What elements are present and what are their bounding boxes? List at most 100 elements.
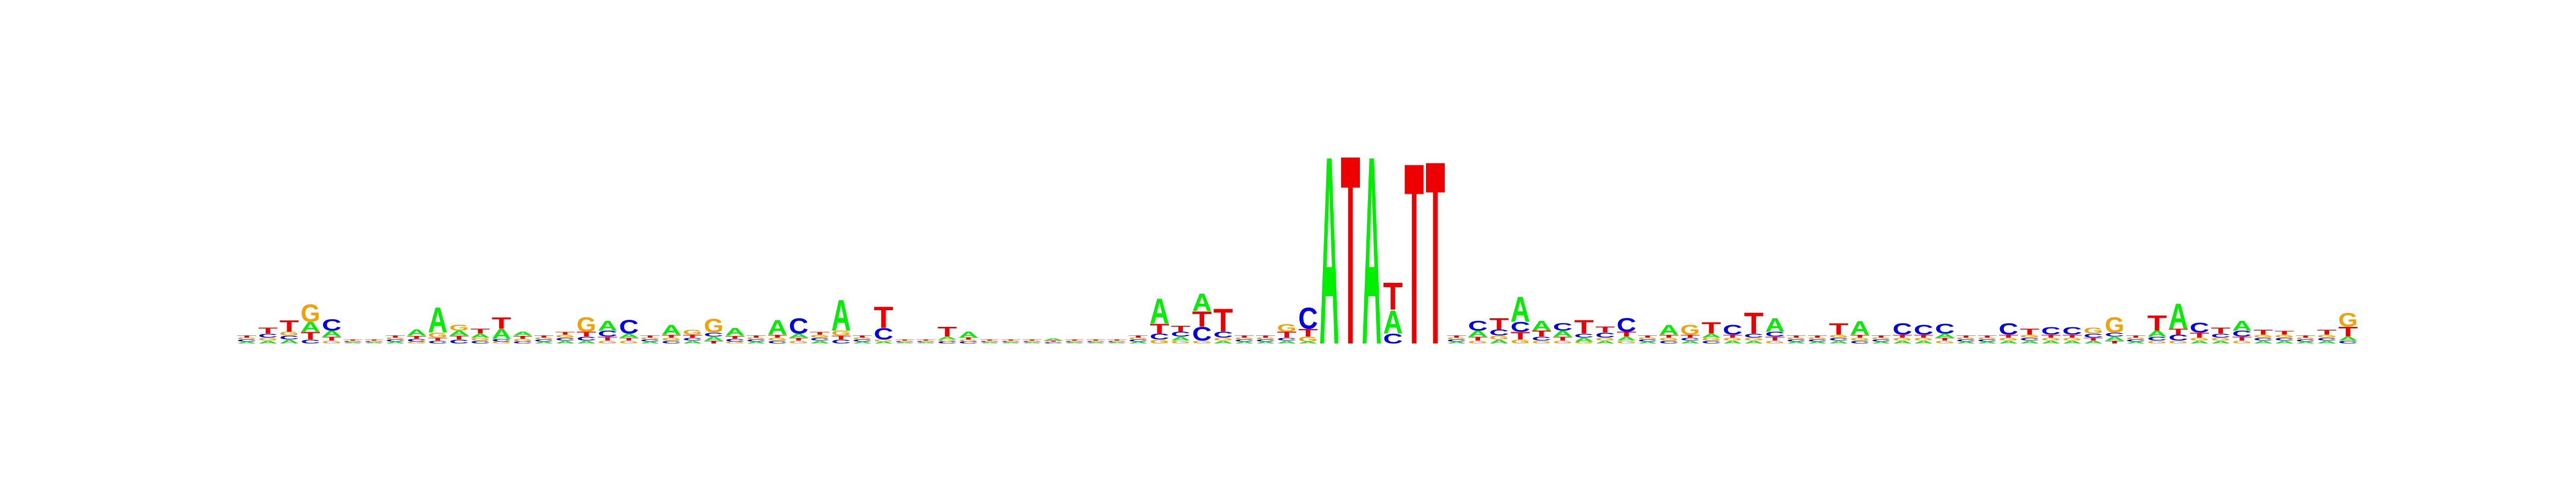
logo-letter-A-pos-18: A <box>598 319 618 334</box>
logo-letter-A-pos-46: A <box>1192 289 1211 317</box>
logo-letter-A-pos-94: A <box>2211 340 2231 345</box>
logo-letter-G-pos-74: G <box>1787 337 1806 340</box>
logo-letter-T-pos-22: T <box>683 334 702 339</box>
logo-letter-A-pos-68: A <box>1659 323 1679 338</box>
logo-letter-A-pos-63: A <box>1553 329 1573 338</box>
logo-letter-G-pos-66: G <box>1616 340 1636 345</box>
logo-letter-C-pos-55: C <box>1383 332 1403 347</box>
logo-letter-A-pos-91: A <box>2147 329 2167 338</box>
logo-letter-A-pos-51: A <box>1298 341 1318 344</box>
logo-letter-G-pos-30: G <box>853 337 872 340</box>
logo-letter-G-pos-21: G <box>662 337 681 342</box>
logo-letter-G-pos-41: G <box>1086 340 1106 342</box>
logo-letter-G-pos-46: G <box>1192 340 1211 345</box>
logo-letter-G-pos-9: G <box>407 341 426 345</box>
logo-letter-A-pos-17: A <box>576 340 596 345</box>
logo-letter-G-pos-67: G <box>1638 337 1657 340</box>
logo-letter-T-pos-98: T <box>2296 335 2316 338</box>
logo-letter-A-pos-67: A <box>1638 341 1657 344</box>
logo-letter-A-pos-97: A <box>2274 340 2294 345</box>
logo-letter-A-pos-93: A <box>2190 340 2209 345</box>
logo-letter-A-pos-42: A <box>1107 342 1127 344</box>
logo-letter-T-pos-21: T <box>662 334 681 339</box>
logo-letter-A-pos-3: A <box>280 339 299 345</box>
logo-letter-G-pos-40: G <box>1065 340 1084 342</box>
logo-letter-C-pos-87: C <box>2062 325 2082 337</box>
logo-letter-T-pos-15: T <box>534 335 554 338</box>
logo-letter-G-pos-27: G <box>789 340 808 345</box>
logo-letter-C-pos-40: C <box>1065 341 1085 343</box>
logo-letter-C-pos-91: C <box>2147 335 2167 342</box>
logo-letter-G-pos-38: G <box>1022 340 1042 342</box>
logo-letter-T-pos-33: T <box>916 339 936 341</box>
logo-letter-C-pos-47: C <box>1213 330 1233 339</box>
logo-letter-A-pos-52: A <box>1320 101 1339 401</box>
logo-letter-T-pos-20: T <box>640 335 660 338</box>
logo-letter-C-pos-46: C <box>1192 323 1212 345</box>
logo-letter-C-pos-24: C <box>725 338 745 342</box>
logo-letter-T-pos-41: T <box>1086 339 1106 341</box>
logo-letter-T-pos-91: T <box>2147 311 2167 335</box>
logo-letter-T-pos-4: T <box>301 330 320 342</box>
logo-letter-C-pos-65: C <box>1596 331 1615 339</box>
logo-letter-G-pos-45: G <box>1171 340 1190 345</box>
logo-letter-T-pos-100: T <box>2338 324 2358 340</box>
logo-letter-T-pos-2: T <box>258 326 278 335</box>
logo-letter-A-pos-12: A <box>471 333 490 339</box>
logo-letter-G-pos-99: G <box>2317 334 2336 339</box>
logo-letter-T-pos-7: T <box>364 339 384 341</box>
logo-letter-C-pos-42: C <box>1107 341 1127 343</box>
logo-letter-C-pos-25: C <box>747 339 766 342</box>
logo-letter-A-pos-76: A <box>1829 340 1849 345</box>
logo-letter-T-pos-45: T <box>1171 324 1191 333</box>
logo-letter-G-pos-43: G <box>1129 337 1148 340</box>
logo-letter-T-pos-95: T <box>2232 335 2251 342</box>
logo-letter-G-pos-31: G <box>874 339 893 342</box>
logo-letter-C-pos-81: C <box>1935 321 1955 336</box>
logo-letter-G-pos-7: G <box>364 340 384 342</box>
logo-letter-A-pos-9: A <box>407 328 427 337</box>
logo-letter-C-pos-74: C <box>1787 339 1806 342</box>
logo-letter-G-pos-100: G <box>2338 309 2358 331</box>
logo-letter-G-pos-1: G <box>237 337 257 340</box>
logo-letter-C-pos-80: C <box>1914 323 1934 338</box>
logo-letter-A-pos-70: A <box>1702 333 1721 339</box>
logo-letter-T-pos-49: T <box>1256 335 1276 338</box>
logo-letter-C-pos-64: C <box>1574 333 1593 339</box>
logo-letter-T-pos-36: T <box>980 339 1000 341</box>
logo-letter-A-pos-30: A <box>853 341 872 344</box>
logo-letter-A-pos-80: A <box>1914 340 1934 345</box>
logo-letter-T-pos-18: T <box>598 335 617 342</box>
logo-letter-G-pos-24: G <box>725 341 744 345</box>
logo-letter-A-pos-16: A <box>555 340 575 345</box>
logo-letter-A-pos-33: A <box>916 342 936 344</box>
logo-letter-A-pos-37: A <box>1001 342 1021 344</box>
logo-letter-C-pos-5: C <box>322 316 342 334</box>
logo-letter-C-pos-68: C <box>1659 340 1679 345</box>
logo-letter-T-pos-86: T <box>2041 334 2060 339</box>
logo-letter-C-pos-99: C <box>2317 336 2337 341</box>
logo-letter-G-pos-73: G <box>1765 340 1784 345</box>
logo-letter-G-pos-68: G <box>1659 337 1678 342</box>
logo-letter-T-pos-48: T <box>1234 335 1254 338</box>
logo-letter-G-pos-5: G <box>322 340 341 345</box>
logo-letter-T-pos-75: T <box>1807 335 1827 338</box>
logo-letter-T-pos-66: T <box>1616 331 1636 338</box>
logo-letter-C-pos-79: C <box>1892 319 1912 338</box>
logo-letter-C-pos-44: C <box>1150 332 1169 341</box>
logo-letter-A-pos-79: A <box>1892 340 1912 345</box>
logo-letter-G-pos-78: G <box>1871 337 1891 340</box>
logo-letter-C-pos-72: C <box>1744 333 1763 339</box>
logo-letter-A-pos-58: A <box>1447 341 1466 344</box>
logo-letter-G-pos-49: G <box>1256 337 1275 340</box>
logo-letter-A-pos-82: A <box>1956 341 1975 344</box>
logo-letter-A-pos-65: A <box>1596 340 1615 345</box>
logo-letter-C-pos-8: C <box>385 339 405 342</box>
logo-letter-T-pos-25: T <box>747 335 766 338</box>
logo-letter-T-pos-9: T <box>407 335 426 340</box>
logo-letter-A-pos-61: A <box>1511 289 1531 330</box>
logo-letter-C-pos-34: C <box>938 341 957 344</box>
logo-letter-A-pos-43: A <box>1129 341 1148 344</box>
logo-letter-C-pos-93: C <box>2190 320 2209 335</box>
